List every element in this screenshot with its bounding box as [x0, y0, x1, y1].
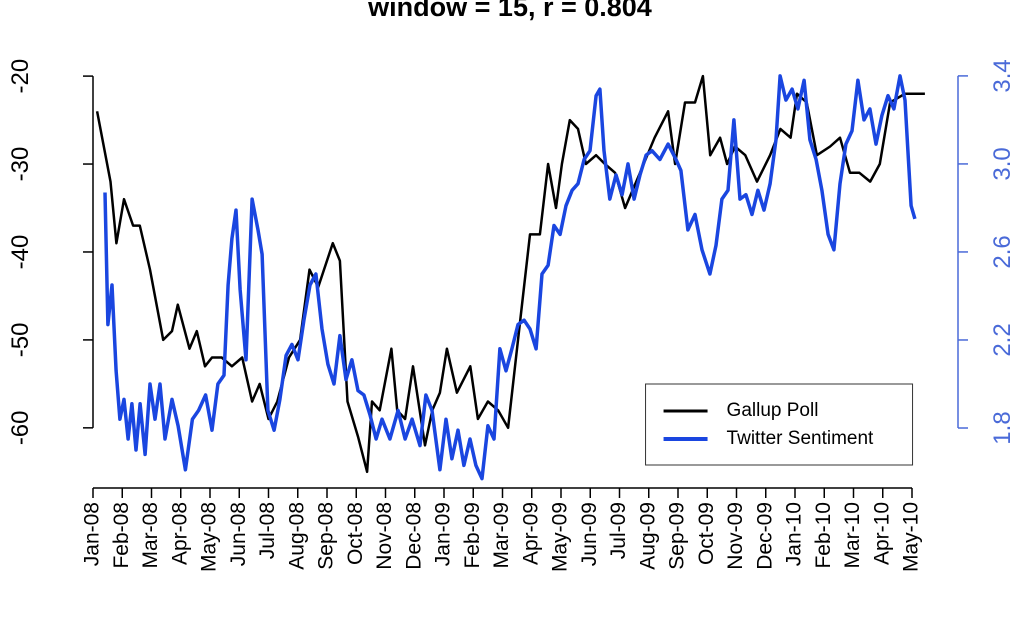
x-tick-label: Apr-10 — [870, 502, 893, 565]
x-tick-label: Oct-09 — [695, 502, 718, 565]
x-tick-label: Jan-09 — [432, 502, 455, 566]
chart-title: window = 15, r = 0.804 — [367, 0, 652, 22]
x-tick-label: May-09 — [549, 502, 572, 572]
x-tick-label: Nov-09 — [724, 502, 747, 570]
x-tick-label: May-08 — [198, 502, 221, 572]
y-tick-label: -40 — [7, 235, 34, 270]
x-tick-label: Feb-09 — [461, 502, 484, 569]
y2-tick-label: 2.2 — [989, 323, 1016, 356]
x-tick-label: Nov-08 — [373, 502, 396, 570]
x-tick-label: Dec-08 — [402, 502, 425, 570]
x-tick-label: Jun-09 — [578, 502, 601, 566]
y2-tick-label: 3.4 — [989, 59, 1016, 92]
x-tick-label: Jul-08 — [256, 502, 279, 559]
x-tick-label: May-10 — [900, 502, 923, 572]
series-line — [103, 74, 917, 481]
x-tick-label: Apr-09 — [519, 502, 542, 565]
y-tick-label: -60 — [7, 410, 34, 445]
x-tick-label: Mar-10 — [841, 502, 864, 569]
x-tick-label: Jun-08 — [227, 502, 250, 566]
x-tick-label: Mar-08 — [139, 502, 162, 569]
x-tick-label: Feb-08 — [110, 502, 133, 569]
legend-label: Twitter Sentiment — [727, 428, 874, 449]
x-tick-label: Dec-09 — [753, 502, 776, 570]
y-tick-label: -30 — [7, 147, 34, 182]
x-tick-label: Jan-10 — [783, 502, 806, 566]
x-tick-label: Aug-09 — [636, 502, 659, 570]
y-tick-label: -20 — [7, 59, 34, 94]
legend-box — [645, 383, 914, 466]
legend-label: Gallup Poll — [727, 400, 819, 421]
y-tick-label: -50 — [7, 323, 34, 358]
y2-tick-label: 2.6 — [989, 235, 1016, 268]
x-tick-label: Aug-08 — [285, 502, 308, 570]
x-tick-label: Mar-09 — [490, 502, 513, 569]
x-tick-label: Jan-08 — [81, 502, 104, 566]
x-tick-label: Feb-10 — [812, 502, 835, 569]
x-tick-label: Jul-09 — [607, 502, 630, 559]
x-tick-label: Apr-08 — [168, 502, 191, 565]
y2-tick-label: 3.0 — [989, 147, 1016, 180]
y2-tick-label: 1.8 — [989, 411, 1016, 444]
x-tick-label: Oct-08 — [344, 502, 367, 565]
x-tick-label: Sep-08 — [315, 502, 338, 570]
x-tick-label: Sep-09 — [666, 502, 689, 570]
